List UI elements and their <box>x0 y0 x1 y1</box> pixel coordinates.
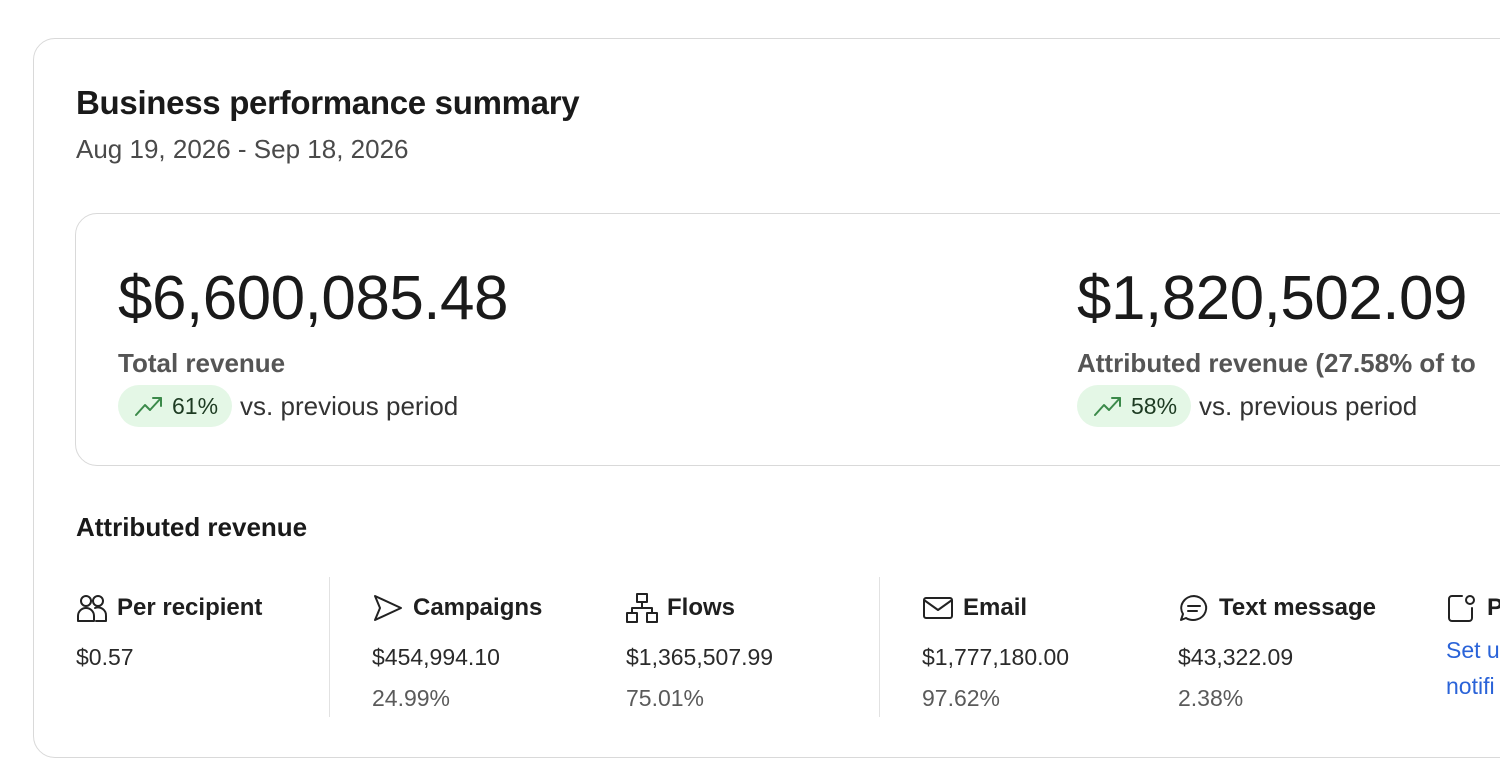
metric-email: Email $1,777,180.00 97.62% <box>922 590 1069 712</box>
kpi-change: 58% vs. previous period <box>1077 385 1476 427</box>
metric-name: Flows <box>667 594 736 621</box>
kpi-attributed-revenue: $1,820,502.09 Attributed revenue (27.58%… <box>1077 268 1476 427</box>
kpi-summary-box <box>75 213 1500 466</box>
page-title: Business performance summary <box>76 84 580 121</box>
metric-push-notifications: P Set u notifi <box>1446 590 1500 704</box>
kpi-value: $6,600,085.48 <box>118 264 509 333</box>
setup-notifications-link[interactable]: Set u notifi <box>1446 632 1500 704</box>
attributed-revenue-heading: Attributed revenue <box>76 512 308 542</box>
metric-percent: 2.38% <box>1178 685 1244 711</box>
change-badge: 61% <box>118 385 233 427</box>
metric-name: Email <box>963 594 1028 621</box>
trending-up-icon <box>135 397 162 416</box>
link-line-1[interactable]: Set u <box>1446 637 1500 663</box>
kpi-label: Attributed revenue (27.58% of to <box>1077 348 1476 378</box>
metric-text-message: Text message $43,322.09 2.38% <box>1178 590 1376 712</box>
metric-name: Text message <box>1219 594 1376 621</box>
metric-percent: 24.99% <box>372 685 451 711</box>
link-line-2[interactable]: notifi <box>1446 673 1495 699</box>
send-icon <box>374 595 402 621</box>
trending-up-icon <box>1094 397 1121 416</box>
kpi-total-revenue: $6,600,085.48 Total revenue 61% vs. prev… <box>118 264 509 427</box>
metric-value: $0.57 <box>76 644 134 670</box>
business-performance-card <box>33 38 1500 758</box>
chat-icon <box>1180 595 1208 621</box>
metric-campaigns: Campaigns $454,994.10 24.99% <box>372 590 542 712</box>
flow-icon <box>626 593 658 623</box>
comparison-text: vs. previous period <box>240 390 459 421</box>
metric-value: $43,322.09 <box>1178 644 1294 670</box>
kpi-change: 61% vs. previous period <box>118 385 508 427</box>
change-value: 58% <box>1131 392 1178 419</box>
metric-per-recipient: Per recipient $0.57 <box>76 590 262 671</box>
metric-value: $454,994.10 <box>372 644 500 670</box>
mail-icon <box>923 597 953 619</box>
metric-value: $1,777,180.00 <box>922 644 1070 670</box>
change-badge: 58% <box>1077 385 1192 427</box>
metric-divider <box>879 577 880 717</box>
change-value: 61% <box>172 392 219 419</box>
metric-name: Per recipient <box>117 594 263 621</box>
date-range: Aug 19, 2026 - Sep 18, 2026 <box>76 134 409 164</box>
kpi-value: $1,820,502.09 <box>1077 264 1467 333</box>
people-icon <box>77 595 107 622</box>
metric-percent: 75.01% <box>626 685 705 711</box>
metric-value: $1,365,507.99 <box>626 644 774 670</box>
push-notification-icon <box>1448 595 1475 622</box>
metric-name: Campaigns <box>413 594 543 621</box>
metric-divider <box>329 577 330 717</box>
kpi-label: Total revenue <box>118 348 286 378</box>
comparison-text: vs. previous period <box>1199 390 1418 421</box>
metric-percent: 97.62% <box>922 685 1001 711</box>
metric-name: P <box>1487 594 1500 621</box>
metric-flows: Flows $1,365,507.99 75.01% <box>626 590 773 712</box>
